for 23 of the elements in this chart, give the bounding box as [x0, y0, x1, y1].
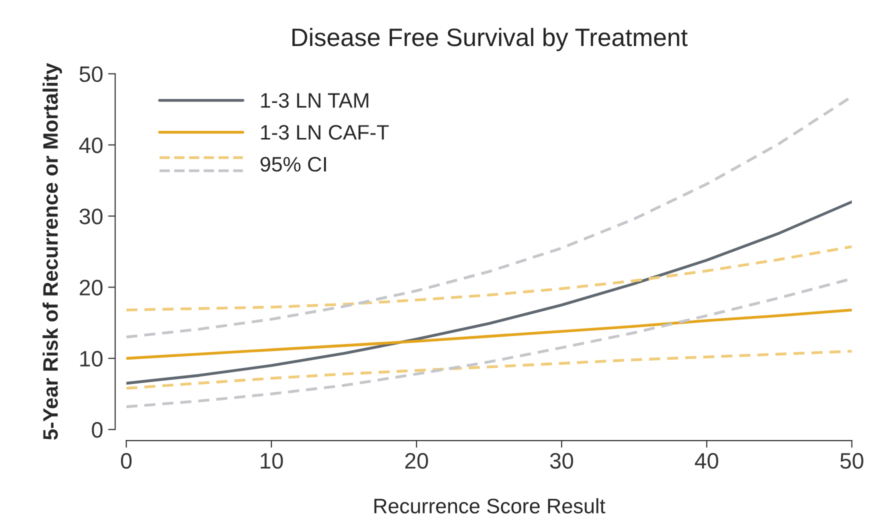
x-tick-label: 30	[550, 453, 574, 469]
x-tick-label: 20	[405, 453, 428, 469]
y-axis-title: 5-Year Risk of Recurrence or Mortality	[42, 63, 62, 440]
line-series	[126, 350, 852, 390]
line-series	[126, 200, 852, 385]
x-axis-title: Recurrence Score Result	[374, 498, 606, 514]
y-tick-label: 40	[79, 137, 103, 154]
x-tick-label: 0	[120, 453, 132, 469]
y-tick-label: 50	[80, 66, 103, 82]
legend-label: 1-3 LN CAF-T	[261, 125, 389, 140]
line-series	[126, 245, 852, 312]
legend-label: 1-3 LN TAM	[261, 93, 368, 108]
x-tick-label: 40	[694, 453, 718, 469]
x-tick-label: 10	[260, 453, 283, 469]
legend-label: 95% CI	[260, 156, 326, 172]
y-tick-label: 30	[80, 208, 103, 224]
y-tick-label: 20	[80, 280, 103, 296]
chart-title: Disease Free Survival by Treatment	[292, 28, 688, 52]
line-series	[126, 95, 852, 338]
y-tick-label: 0	[92, 422, 103, 438]
x-tick-label: 50	[840, 453, 864, 469]
y-tick-label: 10	[80, 350, 103, 367]
line-series	[126, 308, 852, 360]
